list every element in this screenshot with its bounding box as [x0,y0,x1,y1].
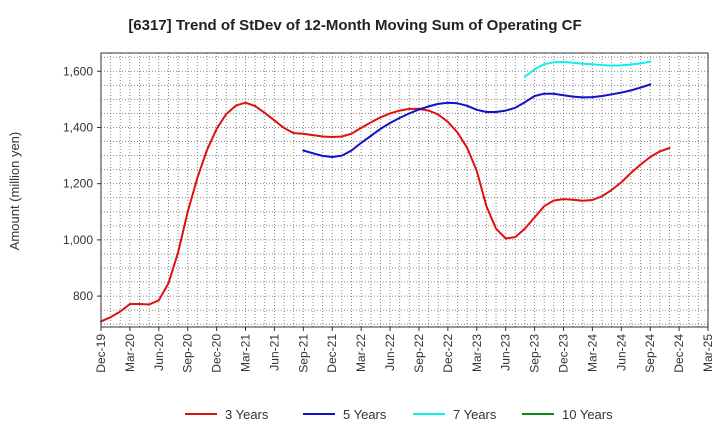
x-tick-label: Sep-21 [296,334,310,373]
legend-label-5-years: 5 Years [343,407,387,422]
x-tick-label: Mar-25 [701,334,715,372]
x-tick-label: Dec-23 [556,334,570,373]
x-tick-label: Mar-24 [585,334,599,372]
y-axis-ticks: 800 1,000 1,200 1,400 1,600 [63,64,101,303]
x-tick-label: Dec-21 [325,334,339,373]
series-line-3-years [100,101,671,323]
x-tick-label: Jun-23 [499,334,513,371]
series-line-7-years [523,60,652,78]
x-tick-label: Mar-22 [354,334,368,372]
x-tick-label: Dec-20 [210,334,224,373]
grid [101,53,708,327]
legend-label-7-years: 7 Years [453,407,497,422]
y-tick-label: 1,600 [63,64,93,78]
series-line-5-years [302,83,652,158]
x-tick-label: Mar-20 [123,334,137,372]
x-tick-label: Jun-24 [614,334,628,371]
legend: 3 Years 5 Years 7 Years 10 Years [185,407,613,422]
x-tick-label: Jun-20 [152,334,166,371]
x-tick-label: Jun-22 [383,334,397,371]
chart-title: [6317] Trend of StDev of 12-Month Moving… [128,17,581,34]
y-tick-label: 1,200 [63,177,93,191]
legend-label-3-years: 3 Years [225,407,269,422]
x-tick-label: Dec-19 [94,334,108,373]
x-tick-label: Mar-23 [470,334,484,372]
y-tick-label: 800 [73,289,93,303]
x-tick-label: Dec-22 [441,334,455,373]
legend-label-10-years: 10 Years [562,407,613,422]
y-tick-label: 1,400 [63,120,93,134]
y-tick-label: 1,000 [63,233,93,247]
y-axis-label: Amount (million yen) [7,132,22,251]
x-tick-label: Dec-24 [672,334,686,373]
x-tick-label: Sep-23 [528,334,542,373]
plot-frame [100,52,709,328]
x-tick-label: Sep-24 [643,334,657,373]
x-axis-ticks: Dec-19 Mar-20 Jun-20 Sep-20 Dec-20 Mar-21 Jun-… [94,327,715,373]
plot-area [101,53,708,327]
x-tick-label: Mar-21 [239,334,253,372]
x-tick-label: Jun-21 [267,334,281,371]
x-tick-label: Sep-22 [412,334,426,373]
x-tick-label: Sep-20 [181,334,195,373]
series-lines [100,60,671,323]
